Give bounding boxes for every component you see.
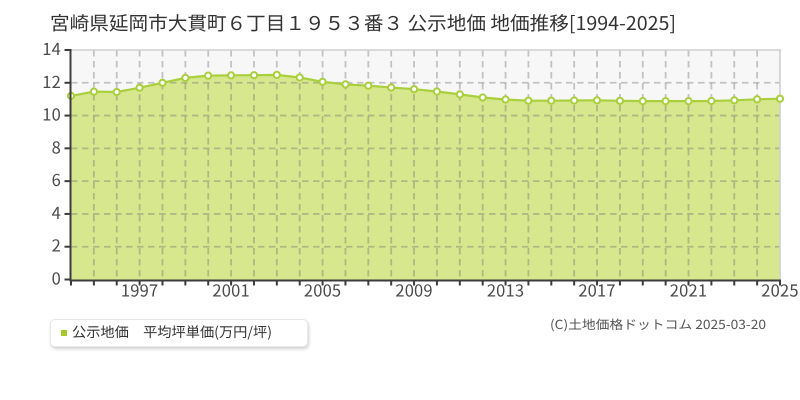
data-point-marker [158,78,167,87]
y-tick-label: 12 [42,69,61,93]
data-point-marker [615,96,625,105]
data-point-marker [89,87,99,96]
data-point-marker [295,73,304,82]
x-tick-label: 2005 [304,278,341,302]
data-point-marker [410,85,419,94]
data-point-marker [661,97,670,106]
axes [64,49,781,286]
data-point-marker [547,96,556,105]
x-tick-label: 2021 [670,278,707,302]
data-point-marker [501,95,510,104]
data-point-marker [204,71,213,80]
data-point-marker [455,90,464,99]
x-tick-label: 2025 [761,278,798,302]
area-fill [71,74,780,280]
data-point-marker [387,83,396,92]
y-tick-label: 14 [42,36,61,60]
x-tick-label: 2013 [487,278,524,302]
x-tick-label: 2009 [395,278,432,302]
data-point-marker [249,71,259,80]
data-point-marker [432,87,441,96]
data-point-marker [341,80,350,89]
data-point-marker [135,83,144,92]
data-point-marker [684,97,693,106]
x-tick-label: 1997 [121,278,158,302]
x-tick-label: 2001 [212,278,249,302]
legend: 公示地価 平均坪単価(万円/坪) [50,319,308,347]
x-axis-labels: 1997 2001 2005 2009 2013 2017 2021 2025 [121,278,799,302]
vertical-gridlines [92,50,759,280]
data-point-marker [272,70,281,80]
chart-title: 宮崎県延岡市大貫町６丁目１９５３番３ 公示地価 地価推移[1994-2025] [50,9,676,36]
y-axis-labels: 0 2 4 6 8 10 12 14 [42,36,61,290]
data-point-marker [478,93,487,102]
data-point-marker [707,96,716,106]
data-point-marker [364,81,373,90]
y-tick-label: 0 [52,266,61,290]
data-point-marker [775,94,785,103]
x-tick-label: 2017 [578,278,615,302]
data-point-marker [730,96,739,105]
data-point-marker [227,71,236,80]
plot-border [70,49,781,280]
data-point-marker [638,97,647,106]
legend-label: 公示地価 平均坪単価(万円/坪) [72,321,272,342]
data-point-marker [570,96,579,105]
data-point-marker [181,73,190,83]
data-point-marker [524,96,533,105]
y-tick-label: 6 [52,167,61,191]
data-point-marker [753,95,762,104]
copyright-note: (C)土地価格ドットコム 2025-03-20 [550,314,766,333]
y-tick-label: 10 [42,102,61,126]
data-point-marker [592,96,602,105]
horizontal-gridlines [71,81,780,248]
legend-swatch-icon [61,330,67,336]
y-tick-label: 2 [52,233,61,257]
data-point-marker [112,87,121,97]
data-point-markers [66,70,785,106]
y-tick-label: 8 [52,134,61,158]
data-point-marker [318,77,327,86]
y-tick-label: 4 [52,200,61,224]
